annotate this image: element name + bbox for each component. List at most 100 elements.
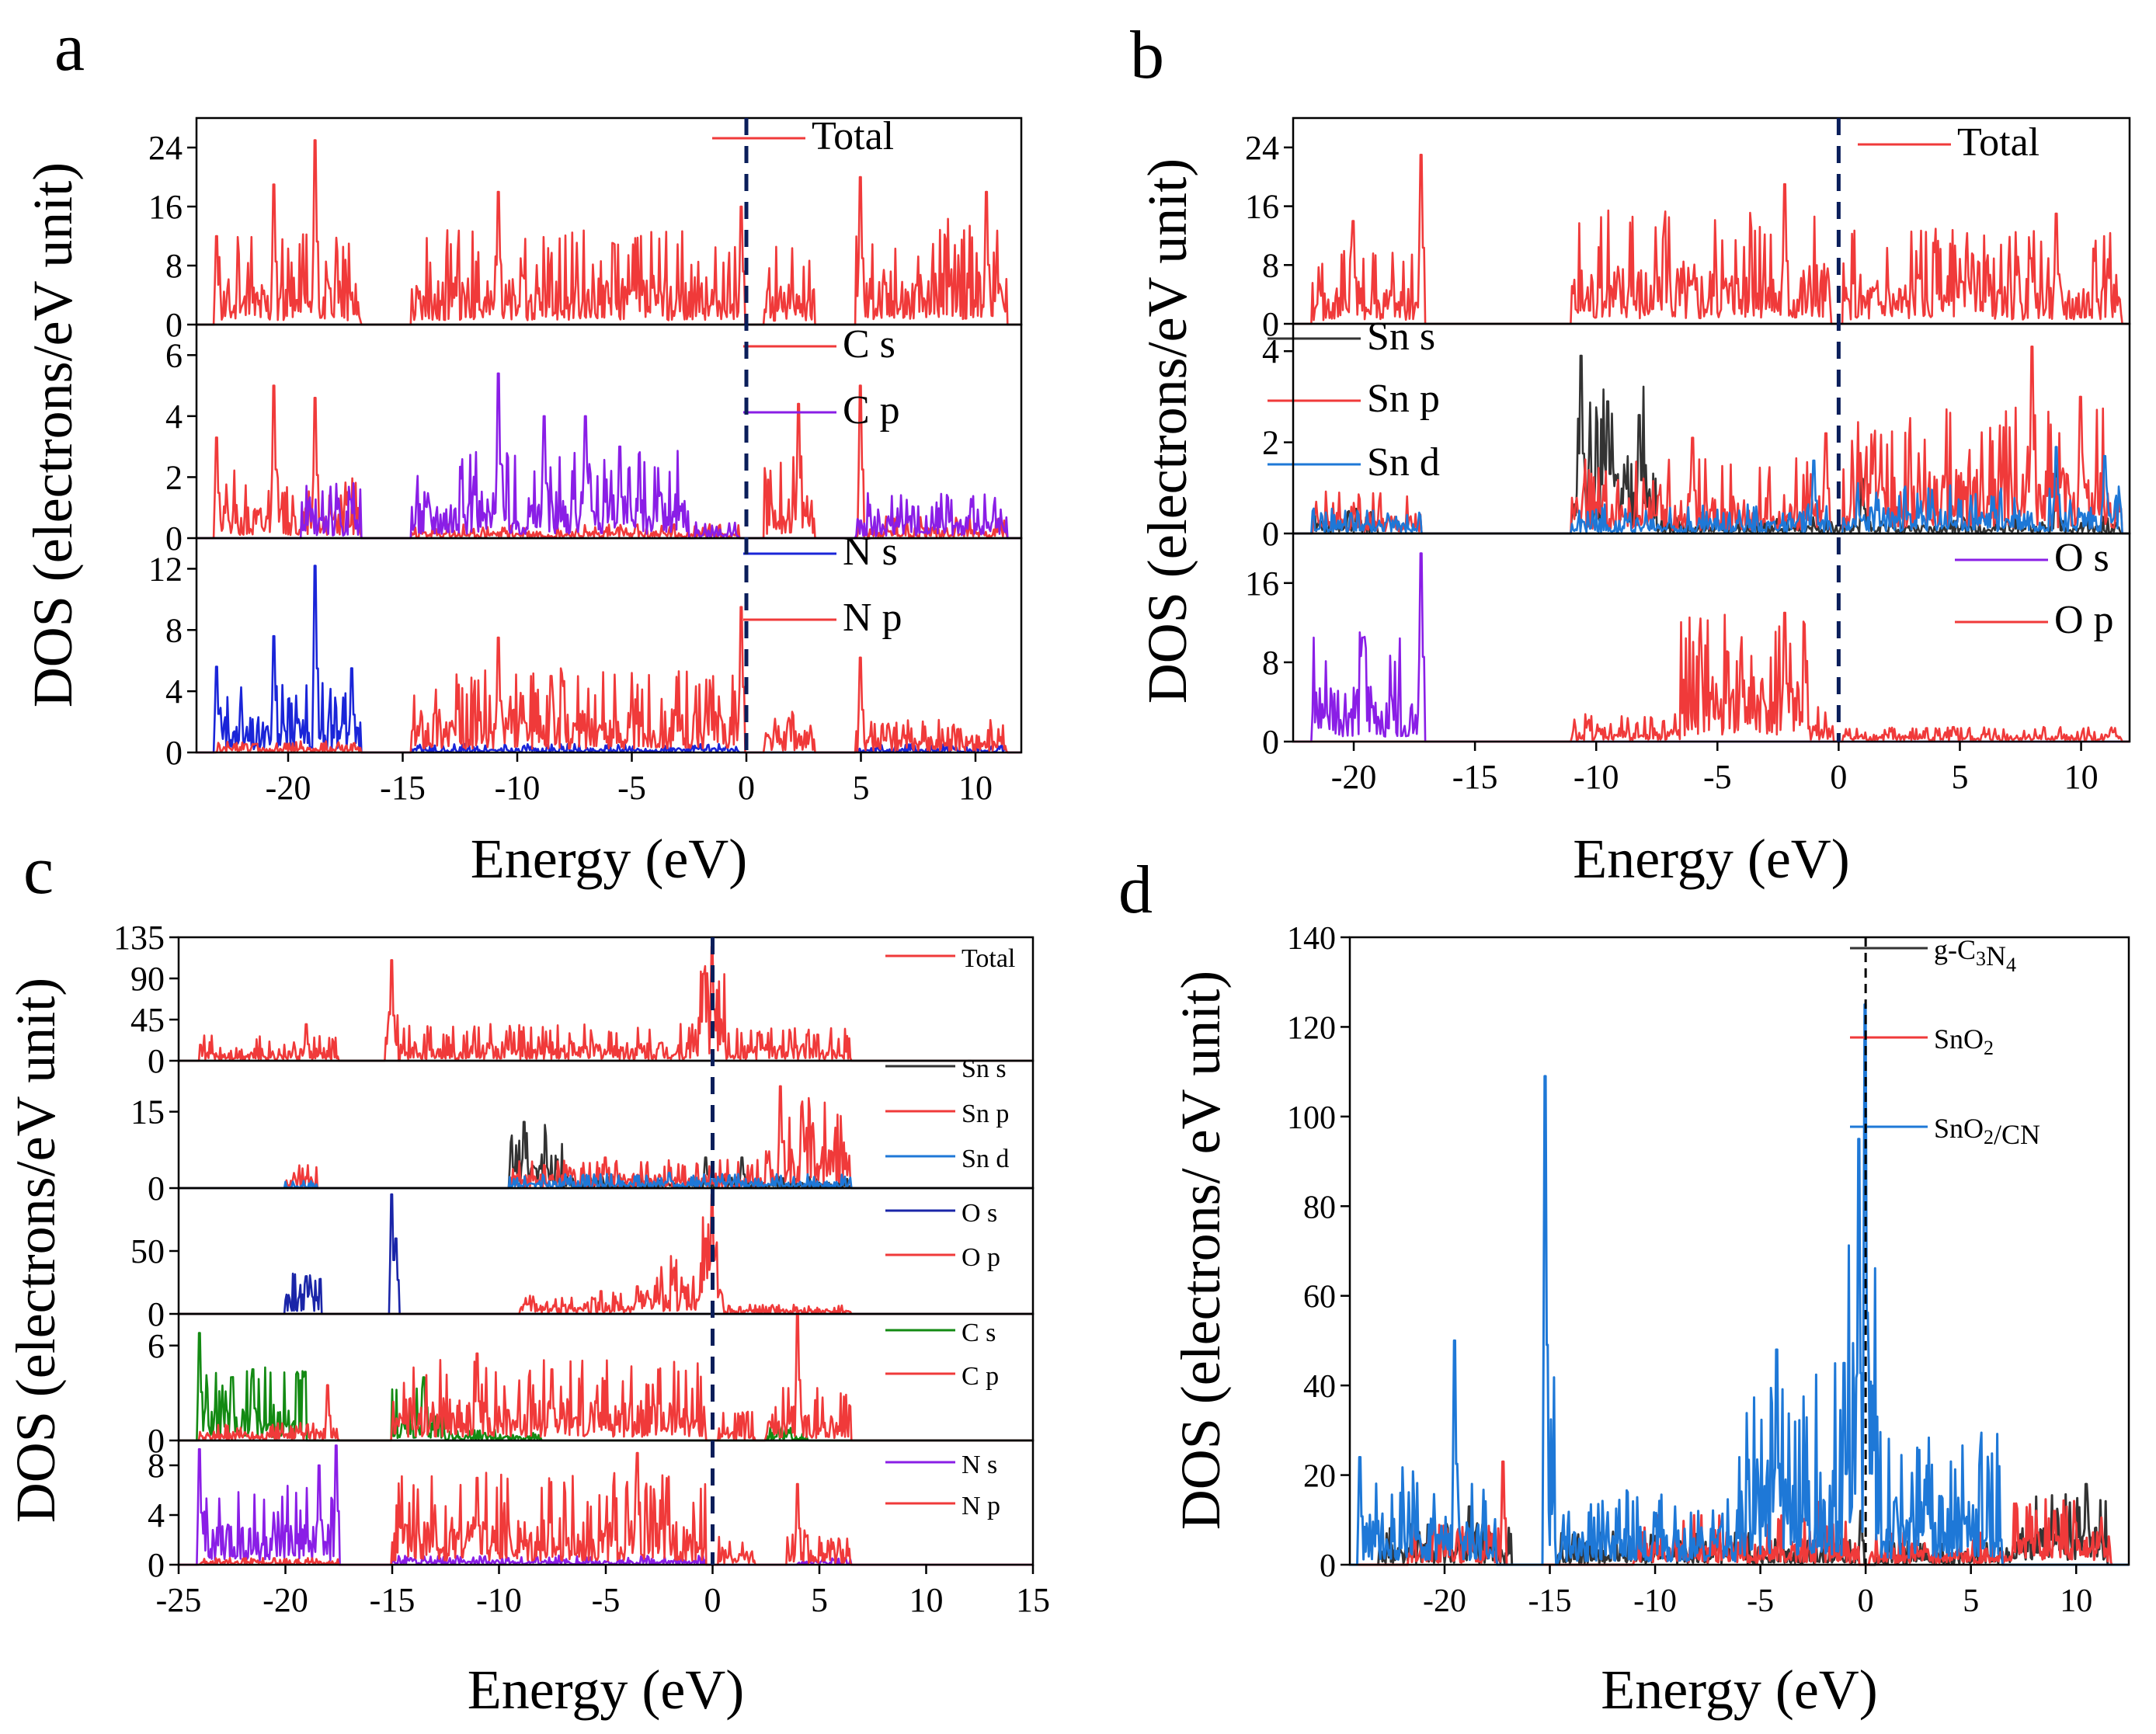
y-tick-label-b-2-16: 16: [1245, 565, 1279, 603]
y-tick-label-d-0-20: 20: [1303, 1459, 1336, 1495]
y-tick-label-a-0-0: 0: [165, 306, 183, 344]
y-tick-label-a-1-4: 4: [165, 398, 183, 436]
y-tick-label-c-2-50: 50: [130, 1232, 165, 1270]
legend-label-c-4-1: N p: [962, 1492, 1000, 1520]
y-tick-label-a-0-16: 16: [148, 188, 183, 226]
x-tick-label-c--10: -10: [476, 1581, 522, 1619]
y-tick-label-c-4-8: 8: [148, 1447, 165, 1485]
x-tick-label-d--5: -5: [1747, 1583, 1774, 1619]
x-tick-label-c-0: 0: [704, 1581, 722, 1619]
x-tick-label-a-10: 10: [958, 769, 993, 807]
y-tick-label-c-3-6: 6: [148, 1327, 165, 1365]
y-tick-label-a-1-6: 6: [165, 336, 183, 374]
y-axis-label-d: DOS (electrons/ eV unit): [1170, 971, 1232, 1531]
legend-label-a-2-0: N s: [843, 530, 898, 574]
x-tick-label-a-0: 0: [738, 769, 755, 807]
legend-label-b-0-0: Total: [1957, 120, 2040, 165]
series-line-c-0-0: [179, 945, 1033, 1062]
x-tick-label-c-5: 5: [811, 1581, 828, 1619]
series-line-a-0-0: [196, 139, 1021, 326]
y-tick-label-d-0-40: 40: [1303, 1369, 1336, 1405]
legend-label-c-2-0: O s: [962, 1199, 997, 1228]
y-tick-label-c-4-4: 4: [148, 1496, 165, 1534]
legend-label-b-1-2: Sn d: [1367, 440, 1440, 485]
series-line-c-1-1: [179, 1085, 1033, 1190]
y-tick-label-c-1-15: 15: [130, 1093, 165, 1131]
legend-label-c-2-1: O p: [962, 1243, 1000, 1272]
x-tick-label-b-5: 5: [1951, 758, 1968, 796]
y-tick-label-c-2-0: 0: [148, 1295, 165, 1333]
legend-label-d-0-2: SnO2/CN: [1934, 1113, 2040, 1150]
y-tick-label-d-0-0: 0: [1320, 1548, 1336, 1584]
x-tick-label-c-10: 10: [909, 1581, 944, 1619]
x-tick-label-a--20: -20: [266, 769, 311, 807]
y-tick-label-b-0-8: 8: [1262, 246, 1279, 284]
y-tick-label-d-0-140: 140: [1287, 921, 1336, 957]
series-line-d-0-2: [1349, 1003, 2130, 1566]
x-tick-label-a--5: -5: [617, 769, 646, 807]
y-tick-label-c-1-0: 0: [148, 1169, 165, 1208]
panel-label-d: d: [1118, 853, 1153, 928]
x-axis-label-b: Energy (eV): [1573, 828, 1850, 890]
panel-label-c: c: [23, 833, 54, 909]
x-axis-label-c: Energy (eV): [468, 1659, 745, 1721]
y-axis-label-a: DOS (electrons/eV unit): [22, 162, 84, 708]
y-tick-label-b-1-4: 4: [1262, 332, 1279, 370]
x-tick-label-b-0: 0: [1830, 758, 1847, 796]
y-axis-label-b: DOS (electrons/eV unit): [1136, 158, 1198, 704]
legend-label-b-2-0: O s: [2054, 536, 2109, 580]
legend-label-c-1-2: Sn d: [962, 1145, 1009, 1173]
x-tick-label-c--5: -5: [592, 1581, 621, 1619]
y-tick-label-c-0-45: 45: [130, 1001, 165, 1039]
x-tick-label-d-10: 10: [2060, 1583, 2092, 1619]
y-tick-label-b-1-0: 0: [1262, 515, 1279, 553]
y-tick-label-c-3-0: 0: [148, 1422, 165, 1460]
x-tick-label-c--20: -20: [263, 1581, 308, 1619]
x-tick-label-d-0: 0: [1858, 1583, 1874, 1619]
x-tick-label-b-10: 10: [2064, 758, 2099, 796]
legend-label-a-1-1: C p: [843, 388, 900, 433]
legend-label-c-1-1: Sn p: [962, 1100, 1009, 1128]
series-line-a-2-1: [196, 606, 1021, 754]
series-line-b-0-0: [1293, 154, 2130, 325]
x-axis-label-d: Energy (eV): [1601, 1659, 1878, 1721]
legend-label-c-4-0: N s: [962, 1451, 997, 1479]
legend-label-b-1-0: Sn s: [1367, 314, 1435, 359]
x-tick-label-b--20: -20: [1331, 758, 1377, 796]
legend-label-c-0-0: Total: [962, 944, 1015, 973]
x-tick-label-d--15: -15: [1528, 1583, 1572, 1619]
legend-label-a-2-1: N p: [843, 596, 902, 640]
y-tick-label-b-2-8: 8: [1262, 644, 1279, 682]
x-tick-label-d--20: -20: [1423, 1583, 1466, 1619]
series-line-b-2-0: [1293, 552, 2130, 743]
y-tick-label-d-0-80: 80: [1303, 1190, 1336, 1225]
y-tick-label-a-2-8: 8: [165, 611, 183, 649]
y-axis-label-c: DOS (electrons/eV unit): [5, 978, 67, 1524]
y-tick-label-b-0-0: 0: [1262, 305, 1279, 343]
y-tick-label-d-0-120: 120: [1287, 1010, 1336, 1046]
x-tick-label-b--10: -10: [1574, 758, 1619, 796]
x-tick-label-c-15: 15: [1016, 1581, 1050, 1619]
series-line-a-1-1: [196, 372, 1021, 540]
y-tick-label-a-2-12: 12: [148, 550, 183, 588]
legend-label-c-3-1: C p: [962, 1362, 999, 1391]
y-tick-label-c-0-90: 90: [130, 960, 165, 998]
y-tick-label-a-0-8: 8: [165, 247, 183, 285]
y-tick-label-a-0-24: 24: [148, 129, 183, 167]
panel-label-a: a: [54, 10, 85, 85]
y-tick-label-b-0-24: 24: [1245, 129, 1279, 167]
y-tick-label-a-2-4: 4: [165, 672, 183, 711]
legend-label-c-3-0: C s: [962, 1319, 996, 1347]
x-tick-label-d--10: -10: [1633, 1583, 1677, 1619]
x-tick-label-b--5: -5: [1703, 758, 1732, 796]
subplot-frame-b-2: [1292, 532, 2131, 743]
x-tick-label-c--15: -15: [370, 1581, 416, 1619]
legend-label-d-0-1: SnO2: [1934, 1023, 1994, 1059]
legend-label-b-1-1: Sn p: [1367, 377, 1440, 421]
